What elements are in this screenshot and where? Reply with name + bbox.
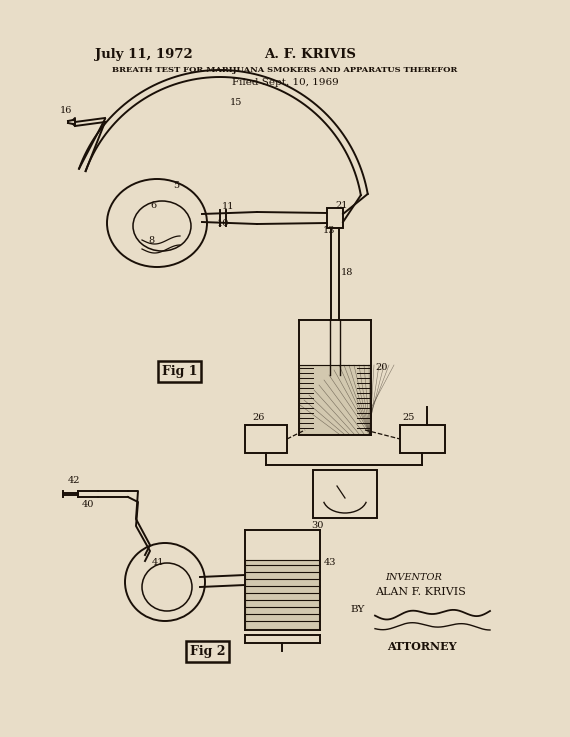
Text: Filed Sept. 10, 1969: Filed Sept. 10, 1969 [231,78,339,87]
Text: 40: 40 [82,500,95,509]
Text: Fig 2: Fig 2 [190,645,226,658]
Text: 6: 6 [150,201,156,210]
Text: 26: 26 [252,413,264,422]
Text: BY: BY [350,605,364,614]
Bar [245,425,287,453]
Text: Fig 1: Fig 1 [162,365,197,378]
Text: 11: 11 [222,202,234,211]
Text: 42: 42 [68,476,80,485]
Text: 25: 25 [402,413,414,422]
Text: ALAN F. KRIVIS: ALAN F. KRIVIS [375,587,466,597]
Bar [313,470,377,518]
Text: 30: 30 [311,521,323,530]
Text: BREATH TEST FOR MARIJUANA SMOKERS AND APPARATUS THEREFOR: BREATH TEST FOR MARIJUANA SMOKERS AND AP… [112,66,458,74]
Text: 20: 20 [375,363,388,372]
Text: 10: 10 [217,219,229,228]
Bar [400,425,445,453]
Text: 18: 18 [341,268,353,277]
Text: ATTORNEY: ATTORNEY [387,641,457,652]
Text: 15: 15 [230,98,242,107]
Text: A. F. KRIVIS: A. F. KRIVIS [264,48,356,61]
Text: 41: 41 [152,558,165,567]
Text: INVENTOR: INVENTOR [385,573,442,582]
Bar [327,208,343,228]
Text: July 11, 1972: July 11, 1972 [95,48,193,61]
Text: 21: 21 [335,201,348,210]
Text: 16: 16 [60,106,72,115]
Text: 8: 8 [148,236,154,245]
Text: 5: 5 [173,181,179,190]
Text: 13: 13 [323,226,336,235]
Text: 43: 43 [324,558,336,567]
